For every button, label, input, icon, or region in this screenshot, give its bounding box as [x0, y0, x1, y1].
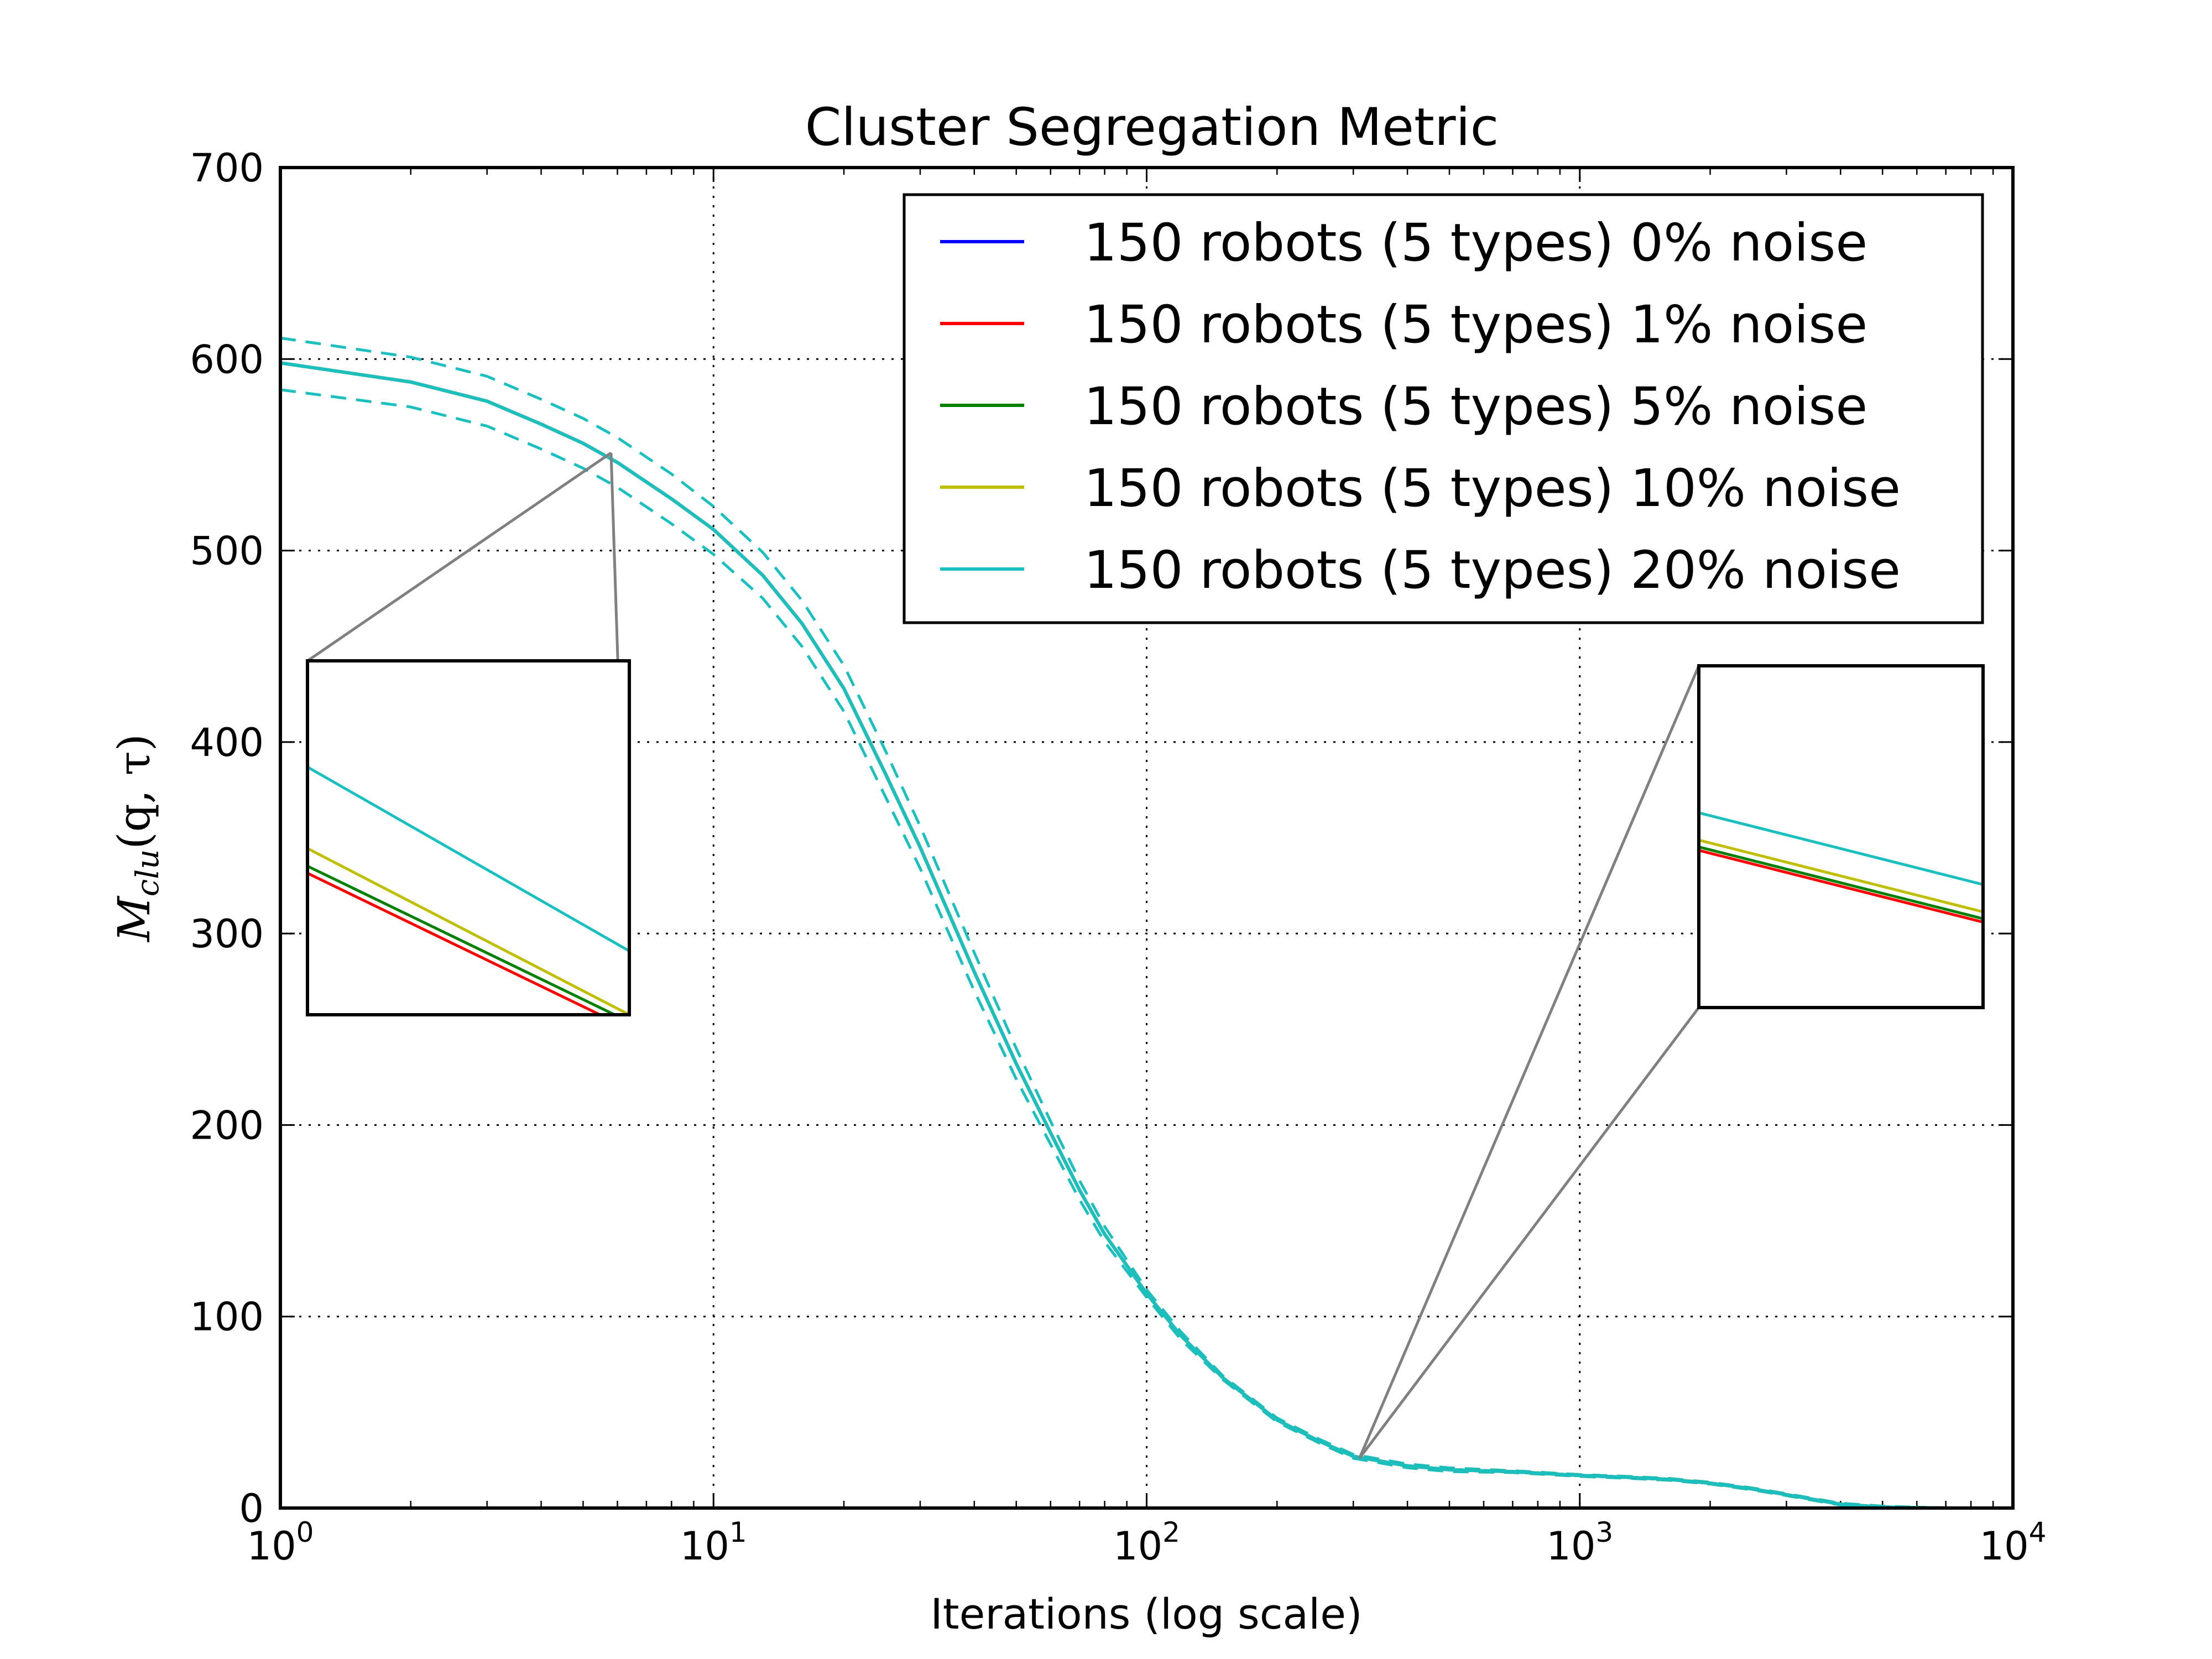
legend: 150 robots (5 types) 0% noise 150 robots … [902, 193, 1984, 624]
x-tick-label: 100 [247, 1516, 314, 1569]
x-tick-label: 104 [1980, 1516, 2047, 1569]
zoom-inset [1358, 664, 1985, 1459]
series-lines [280, 361, 1983, 1510]
inset-frame [306, 659, 631, 1016]
y-tick-label: 300 [190, 911, 264, 957]
series-line [280, 361, 1983, 1510]
zoom-inset [306, 451, 631, 1016]
x-tick-exponent: 3 [1595, 1516, 1613, 1548]
inset-series-line [307, 864, 618, 1015]
inset-series-line [307, 847, 629, 1015]
y-axis-label-symbol: M [108, 895, 160, 943]
legend-label: 150 robots (5 types) 10% noise [1084, 458, 1901, 519]
y-tick-label: 600 [190, 337, 264, 382]
series-upper-bound [280, 336, 1983, 1510]
zoom-insets [306, 451, 1985, 1459]
inset-series-line [1699, 838, 1983, 914]
legend-box [902, 193, 1984, 624]
plot-frame [279, 166, 2015, 1510]
x-tick-base: 10 [1113, 1524, 1162, 1569]
y-tick-label: 400 [190, 720, 264, 765]
x-tick-base: 10 [1980, 1524, 2029, 1569]
legend-label: 150 robots (5 types) 20% noise [1084, 540, 1901, 601]
y-tick-label: 500 [190, 529, 264, 574]
legend-label: 150 robots (5 types) 0% noise [1084, 213, 1867, 273]
inset-lines [307, 765, 629, 1015]
x-axis-label: Iterations (log scale) [930, 1589, 1362, 1639]
inset-frame [1697, 664, 1985, 1009]
y-axis-label: Mclu(q, τ) [108, 734, 166, 943]
x-tick-label: 103 [1546, 1516, 1613, 1569]
inset-series-line [1699, 849, 1983, 924]
zoom-connector-line [306, 451, 612, 662]
x-tick-base: 10 [1546, 1524, 1595, 1569]
x-tick-exponent: 4 [2029, 1516, 2047, 1548]
x-tick-exponent: 0 [296, 1516, 314, 1548]
x-tick-label: 102 [1113, 1516, 1180, 1569]
x-tick-base: 10 [680, 1524, 729, 1569]
inset-series-line [307, 765, 629, 952]
inset-border [306, 659, 631, 1016]
x-tick-exponent: 2 [1162, 1516, 1180, 1548]
y-tick-label: 0 [239, 1486, 264, 1531]
inset-series-line [307, 872, 603, 1015]
inset-series-line [1699, 811, 1983, 886]
y-tick-label: 700 [190, 145, 264, 191]
inset-border [1697, 664, 1985, 1009]
legend-label: 150 robots (5 types) 5% noise [1084, 377, 1867, 437]
y-axis-label-args: (q, τ) [108, 734, 160, 849]
x-tick-base: 10 [247, 1524, 296, 1569]
zoom-connector-line [1358, 665, 1700, 1459]
zoom-connector-line [1358, 1006, 1700, 1459]
y-tick-label: 100 [190, 1295, 264, 1340]
legend-label: 150 robots (5 types) 1% noise [1084, 295, 1867, 355]
inset-series-line [1699, 846, 1983, 920]
chart-title: Cluster Segregation Metric [805, 97, 1499, 158]
x-tick-exponent: 1 [729, 1516, 747, 1548]
y-tick-label: 200 [190, 1103, 264, 1148]
y-axis-label-subscript: clu [130, 849, 166, 896]
x-tick-label: 101 [680, 1516, 747, 1569]
inset-lines [1699, 811, 1983, 924]
